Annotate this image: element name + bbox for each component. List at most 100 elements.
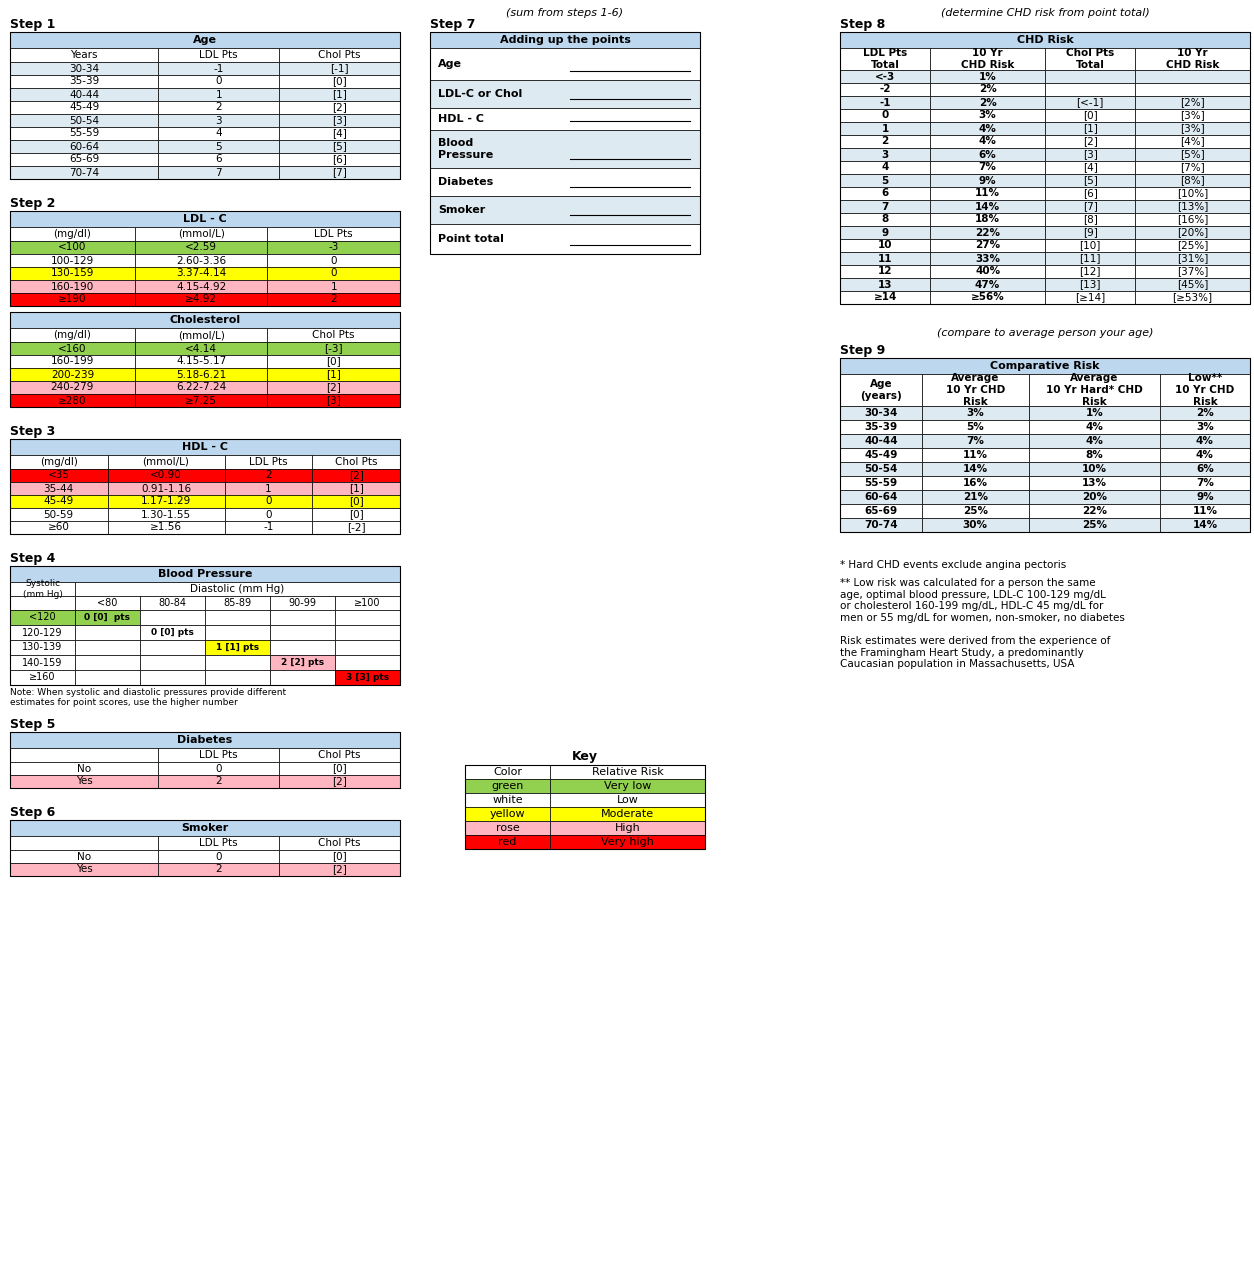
Text: [31%]: [31%] — [1178, 253, 1209, 264]
Bar — [75, 655, 140, 669]
Bar — [922, 476, 1028, 490]
Bar — [1160, 518, 1250, 532]
Bar — [930, 161, 1045, 174]
Bar — [108, 521, 224, 534]
Text: <0.90: <0.90 — [150, 471, 182, 480]
Text: 0: 0 — [331, 269, 337, 279]
Bar — [840, 134, 930, 148]
Bar — [10, 495, 108, 508]
Bar — [1045, 187, 1135, 200]
Text: <4.14: <4.14 — [186, 343, 217, 353]
Text: LDL Pts: LDL Pts — [199, 838, 238, 847]
Bar — [224, 521, 312, 534]
Text: yellow: yellow — [490, 809, 525, 819]
Text: 9%: 9% — [979, 175, 997, 186]
Text: (mmol/L): (mmol/L) — [143, 457, 189, 467]
Text: -3: -3 — [329, 242, 339, 252]
Bar — [204, 625, 270, 640]
Bar — [10, 762, 158, 774]
Bar — [840, 109, 930, 122]
Bar — [551, 794, 705, 806]
Text: 10 Yr
CHD Risk: 10 Yr CHD Risk — [961, 49, 1014, 70]
Bar — [158, 127, 280, 140]
Text: red: red — [498, 837, 517, 847]
Bar — [1135, 161, 1250, 174]
Text: [25%]: [25%] — [1178, 241, 1209, 251]
Bar — [930, 291, 1045, 303]
Bar — [840, 406, 922, 420]
Bar — [840, 83, 930, 96]
Text: <80: <80 — [98, 598, 118, 608]
Text: [5%]: [5%] — [1180, 150, 1205, 160]
Bar — [10, 850, 158, 863]
Bar — [430, 196, 700, 224]
Bar — [930, 187, 1045, 200]
Bar — [10, 76, 158, 88]
Bar — [10, 355, 134, 369]
Bar — [280, 127, 400, 140]
Bar — [134, 293, 267, 306]
Text: 10: 10 — [878, 241, 893, 251]
Bar — [280, 850, 400, 863]
Text: [1]: [1] — [1082, 123, 1097, 133]
Bar — [10, 836, 158, 850]
Text: Yes: Yes — [75, 777, 93, 786]
Bar — [267, 253, 400, 268]
Bar — [430, 79, 700, 108]
Text: 5: 5 — [882, 175, 889, 186]
Text: [7%]: [7%] — [1180, 163, 1205, 173]
Text: 65-69: 65-69 — [864, 506, 898, 516]
Text: ≥190: ≥190 — [58, 294, 87, 305]
Text: [2]: [2] — [1082, 137, 1097, 146]
Text: [8]: [8] — [1082, 215, 1097, 224]
Text: 27%: 27% — [976, 241, 1001, 251]
Text: [10%]: [10%] — [1178, 188, 1208, 198]
Bar — [840, 518, 922, 532]
Text: [≥53%]: [≥53%] — [1172, 293, 1213, 302]
Bar — [430, 168, 700, 196]
Text: LDL Pts: LDL Pts — [250, 457, 287, 467]
Text: 13: 13 — [878, 279, 893, 289]
Bar — [134, 342, 267, 355]
Text: 3: 3 — [882, 150, 889, 160]
Bar — [267, 241, 400, 253]
Bar — [1045, 265, 1135, 278]
Bar — [840, 122, 930, 134]
Text: 2%: 2% — [978, 97, 997, 108]
Bar — [840, 47, 930, 70]
Text: 100-129: 100-129 — [50, 256, 94, 265]
Bar — [1028, 476, 1160, 490]
Text: 2: 2 — [216, 864, 222, 874]
Bar — [1160, 406, 1250, 420]
Text: 11%: 11% — [963, 451, 988, 460]
Bar — [158, 863, 280, 876]
Text: Risk estimates were derived from the experience of
the Framingham Heart Study, a: Risk estimates were derived from the exp… — [840, 636, 1110, 669]
Bar — [465, 806, 551, 820]
Text: Chol Pts: Chol Pts — [319, 838, 361, 847]
Text: Key: Key — [572, 750, 598, 763]
Text: 5.18-6.21: 5.18-6.21 — [176, 370, 226, 379]
Text: Age: Age — [193, 35, 217, 45]
Bar — [840, 476, 922, 490]
Bar — [280, 76, 400, 88]
Bar — [840, 504, 922, 518]
Bar — [10, 820, 400, 836]
Text: Step 6: Step 6 — [10, 806, 55, 819]
Text: Step 3: Step 3 — [10, 425, 55, 438]
Bar — [840, 358, 1250, 374]
Text: Very low: Very low — [604, 781, 651, 791]
Text: 0: 0 — [216, 77, 222, 87]
Text: 30-34: 30-34 — [864, 408, 898, 419]
Text: 8: 8 — [882, 215, 889, 224]
Text: 3: 3 — [216, 115, 222, 125]
Bar — [335, 655, 400, 669]
Text: ≥160: ≥160 — [29, 672, 55, 682]
Text: Step 5: Step 5 — [10, 718, 55, 731]
Bar — [430, 224, 700, 253]
Bar — [922, 448, 1028, 462]
Text: 33%: 33% — [976, 253, 1001, 264]
Bar — [1045, 227, 1135, 239]
Bar — [140, 596, 204, 611]
Text: 35-44: 35-44 — [44, 484, 74, 494]
Bar — [1135, 122, 1250, 134]
